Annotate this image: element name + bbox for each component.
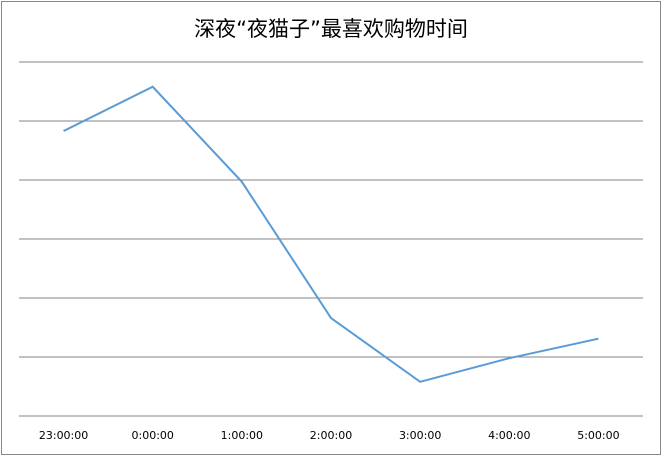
x-tick-label: 4:00:00 — [488, 429, 530, 442]
chart-title: 深夜“夜猫子”最喜欢购物时间 — [194, 17, 468, 41]
x-tick-label: 23:00:00 — [39, 429, 88, 442]
data-line — [63, 85, 599, 383]
chart-border — [1, 1, 661, 455]
x-tick-label: 1:00:00 — [221, 429, 263, 442]
x-tick-label: 3:00:00 — [399, 429, 441, 442]
x-tick-label: 5:00:00 — [577, 429, 619, 442]
x-tick-label: 2:00:00 — [310, 429, 352, 442]
x-tick-label: 0:00:00 — [132, 429, 174, 442]
